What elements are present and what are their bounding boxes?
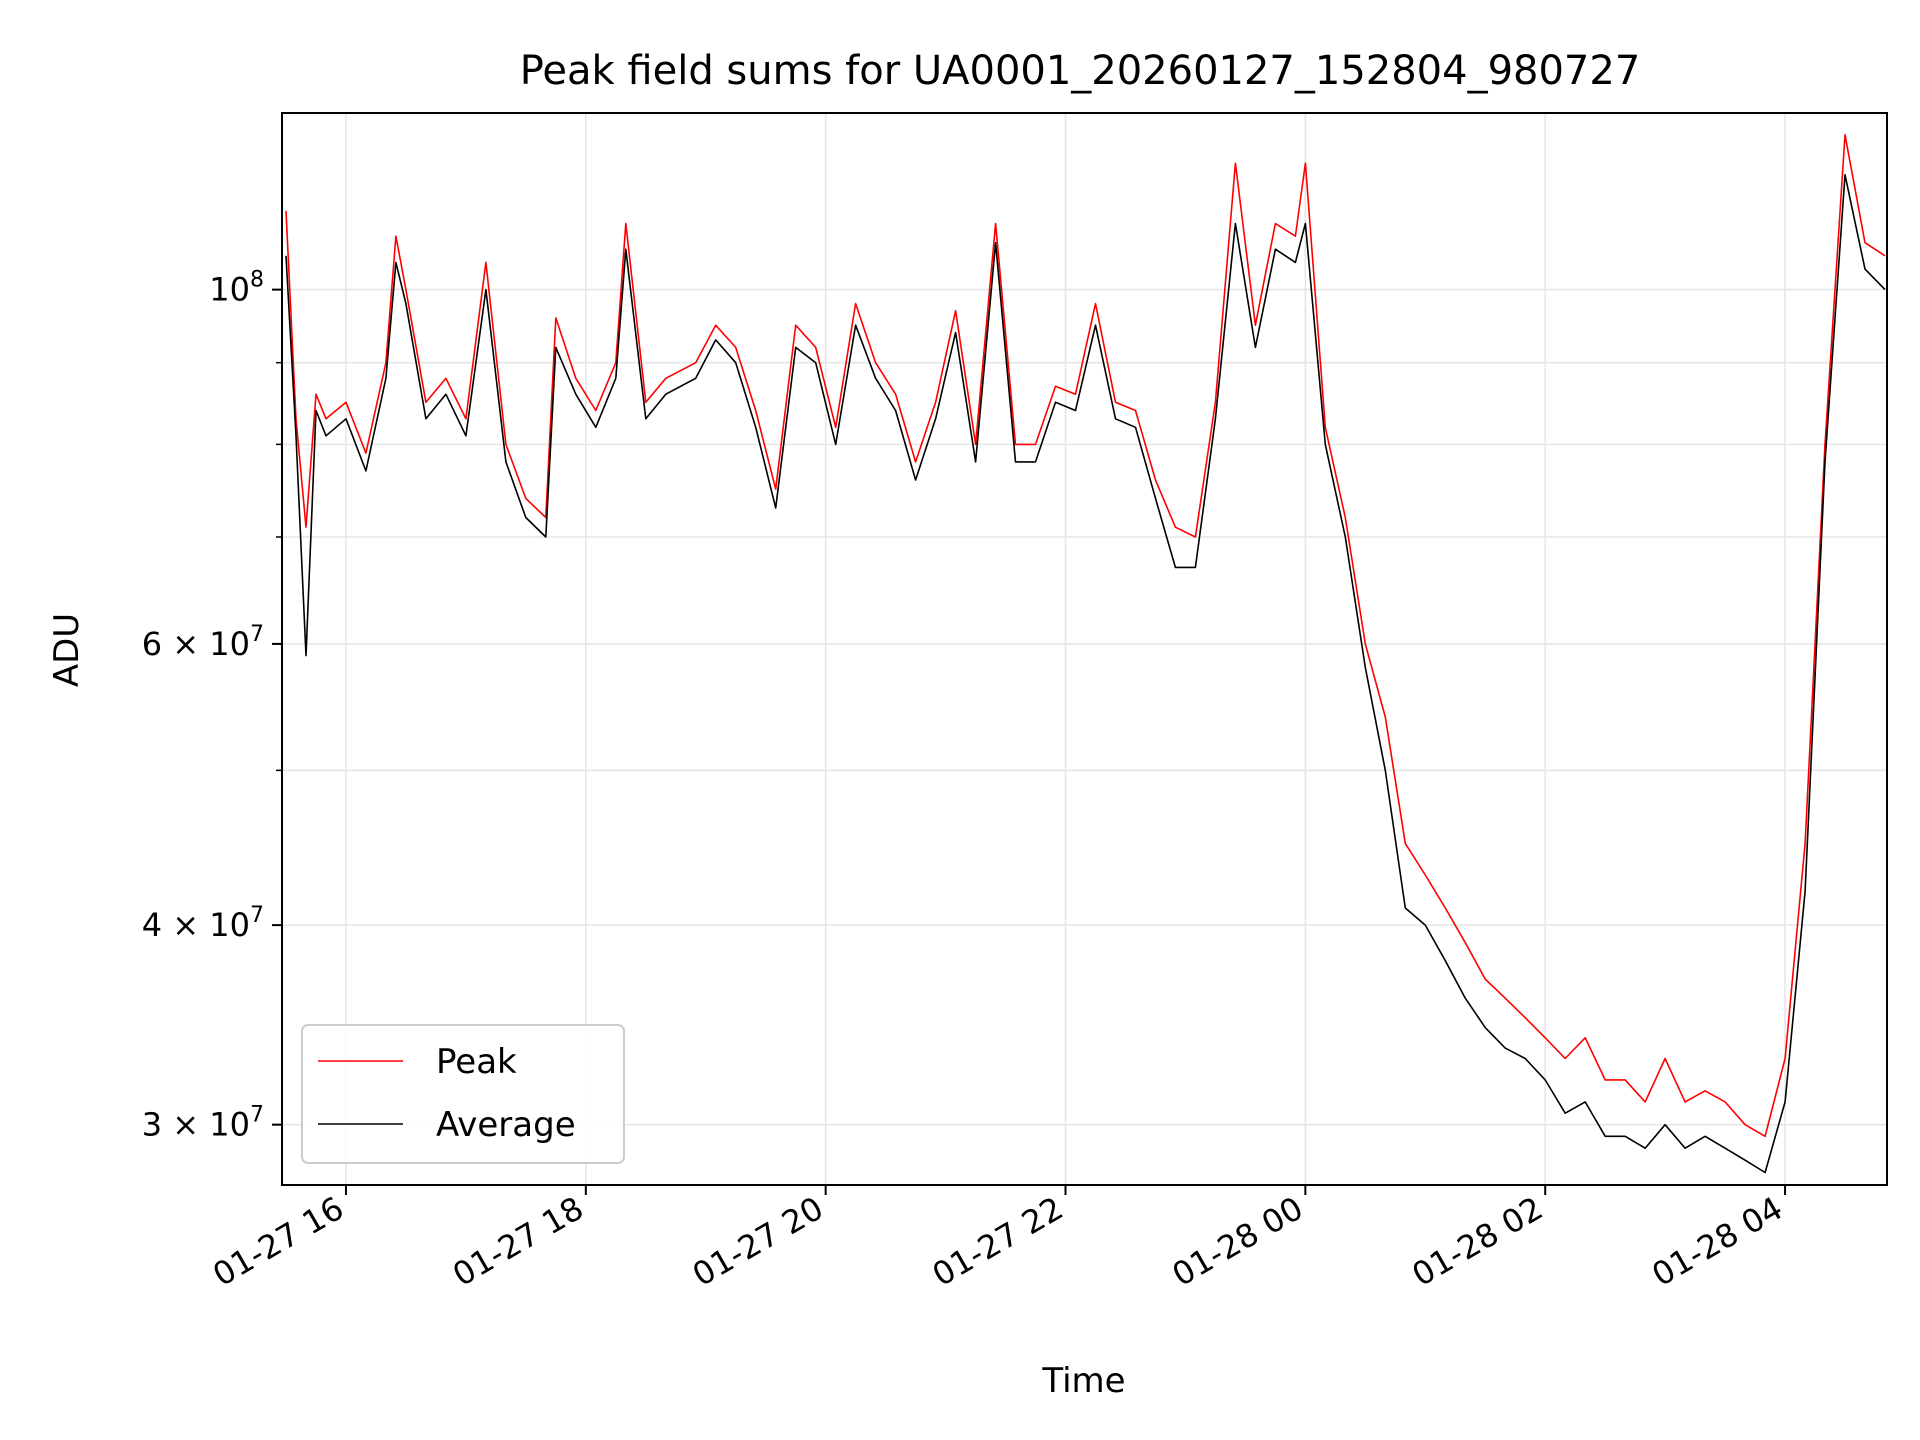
y-axis-label: ADU: [47, 613, 87, 687]
legend-box: [301, 1024, 625, 1164]
legend-label-average: Average: [436, 1105, 576, 1145]
y-tick-label: 4 × 107: [142, 903, 264, 944]
legend-label-peak: Peak: [436, 1042, 517, 1082]
y-tick-label: 3 × 107: [142, 1103, 264, 1144]
plot-frame: [281, 112, 1888, 1186]
legend: Peak Average: [301, 1024, 625, 1164]
x-axis-label: Time: [1041, 1361, 1125, 1401]
series-line-peak: [285, 134, 1886, 1138]
y-tick-label: 108: [209, 268, 264, 309]
y-tick-label: 6 × 107: [142, 622, 264, 663]
chart-title: Peak field sums for UA0001_20260127_1528…: [520, 48, 1641, 94]
series-line-average: [285, 174, 1886, 1174]
series-layer: [285, 134, 1886, 1174]
grid: [282, 113, 1887, 1185]
